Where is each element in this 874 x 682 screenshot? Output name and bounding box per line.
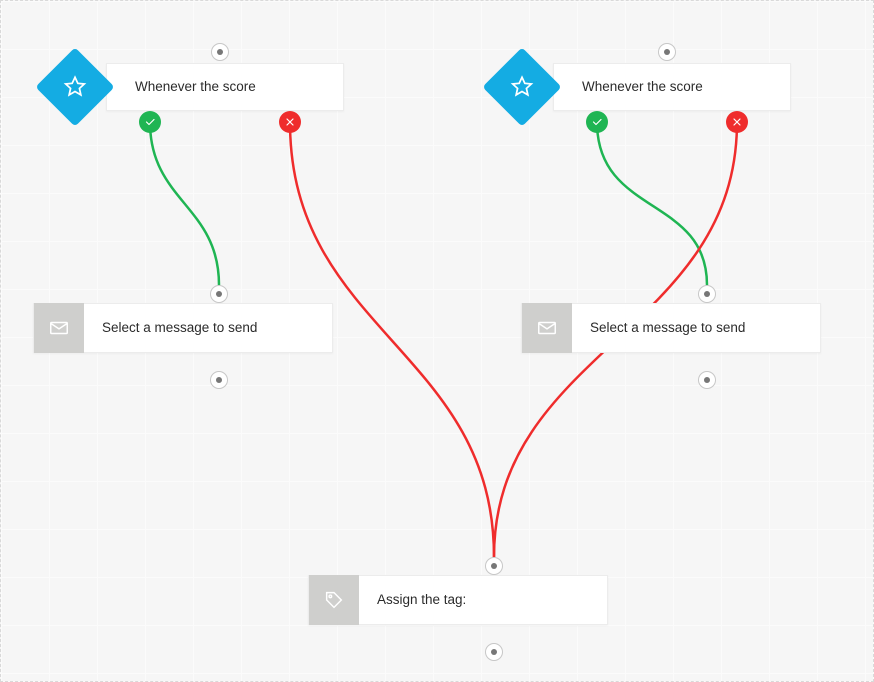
condition-node-right[interactable]: Whenever the score [553, 63, 791, 111]
action-node-tag[interactable]: Assign the tag: [308, 575, 608, 625]
port-in-trigger-left[interactable] [211, 43, 229, 61]
action-node-tag-label: Assign the tag: [359, 592, 484, 608]
port-out-message-right[interactable] [698, 371, 716, 389]
condition-node-right-label: Whenever the score [554, 79, 721, 95]
check-icon[interactable] [139, 111, 161, 133]
action-node-message-right[interactable]: Select a message to send [521, 303, 821, 353]
envelope-icon [522, 303, 572, 353]
condition-node-left[interactable]: Whenever the score [106, 63, 344, 111]
close-icon[interactable] [279, 111, 301, 133]
action-node-message-right-label: Select a message to send [572, 320, 763, 336]
edge [150, 122, 219, 285]
port-in-tag[interactable] [485, 557, 503, 575]
star-icon [35, 47, 114, 126]
action-node-message-left[interactable]: Select a message to send [33, 303, 333, 353]
check-icon[interactable] [586, 111, 608, 133]
envelope-icon [34, 303, 84, 353]
close-icon[interactable] [726, 111, 748, 133]
edge [597, 122, 707, 285]
workflow-canvas[interactable]: Whenever the score Whenever the score Se… [0, 0, 874, 682]
action-node-message-left-label: Select a message to send [84, 320, 275, 336]
port-in-message-left[interactable] [210, 285, 228, 303]
tag-icon [309, 575, 359, 625]
port-out-tag[interactable] [485, 643, 503, 661]
port-in-message-right[interactable] [698, 285, 716, 303]
port-out-message-left[interactable] [210, 371, 228, 389]
star-icon [482, 47, 561, 126]
port-in-trigger-right[interactable] [658, 43, 676, 61]
condition-node-left-label: Whenever the score [107, 79, 274, 95]
